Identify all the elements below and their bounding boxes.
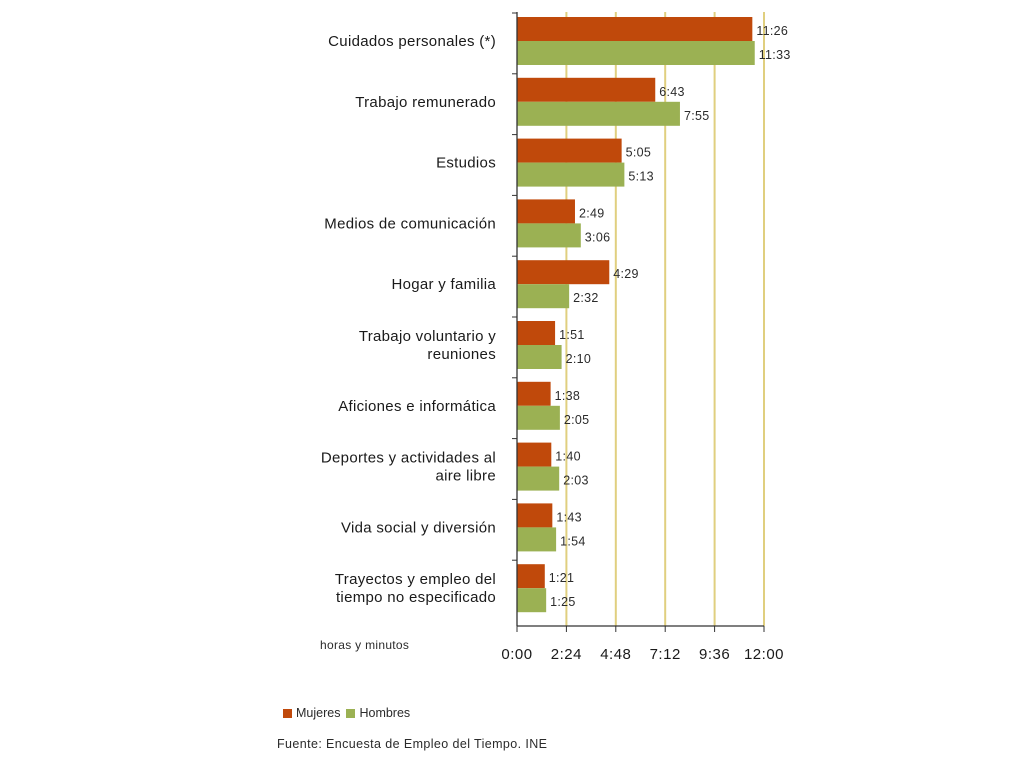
category-labels: Cuidados personales (*) Trabajo remunerad… — [321, 33, 496, 606]
legend-item-mujeres: Mujeres — [283, 706, 340, 720]
data-label-hombres: 2:10 — [566, 352, 592, 366]
legend-label-mujeres: Mujeres — [296, 706, 341, 720]
legend: Mujeres Hombres — [283, 706, 416, 720]
category-label: Hogar y familia — [391, 276, 496, 293]
data-label-mujeres: 1:43 — [556, 510, 582, 524]
bar-hombres — [517, 345, 562, 369]
legend-swatch-mujeres — [283, 708, 292, 718]
bar-hombres — [517, 527, 557, 552]
source-note: Fuente: Encuesta de Empleo del Tiempo. I… — [277, 737, 548, 751]
legend-label-hombres: Hombres — [359, 706, 411, 720]
data-label-mujeres: 5:05 — [626, 146, 652, 160]
bar-hombres — [517, 41, 755, 65]
category-label: Deportes y actividades al aire libre — [321, 450, 496, 485]
bar-hombres — [517, 405, 560, 430]
bar-hombres — [517, 466, 560, 491]
bar-mujeres — [517, 199, 575, 224]
data-label-hombres: 7:55 — [684, 109, 710, 123]
category-label: Trabajo remunerado — [355, 94, 496, 111]
category-label: Aficiones e informática — [338, 398, 496, 415]
bar-hombres — [517, 284, 570, 309]
tick-labels: 0:00 2:24 4:48 7:12 9:36 12:00 — [501, 646, 784, 663]
bar-hombres — [517, 588, 547, 613]
data-label-mujeres: 6:43 — [659, 85, 685, 99]
x-tick-label: 4:48 — [600, 646, 631, 663]
data-label-hombres: 3:06 — [585, 230, 611, 244]
legend-item-hombres: Hombres — [346, 706, 410, 720]
bar-hombres — [517, 162, 625, 187]
data-label-mujeres: 11:26 — [756, 24, 788, 38]
bar-mujeres — [517, 381, 551, 406]
data-label-mujeres: 4:29 — [613, 267, 639, 281]
data-label-mujeres: 2:49 — [579, 206, 605, 220]
data-label-mujeres: 1:38 — [555, 389, 581, 403]
bar-mujeres — [517, 77, 656, 102]
x-tick-label: 2:24 — [551, 646, 582, 663]
data-label-hombres: 1:54 — [560, 534, 586, 548]
category-label: Medios de comunicación — [324, 215, 496, 232]
data-label-mujeres: 1:21 — [549, 571, 575, 585]
bar-mujeres — [517, 564, 545, 589]
data-label-hombres: 5:13 — [628, 170, 654, 184]
data-label-hombres: 1:25 — [550, 595, 576, 609]
x-tick-label: 12:00 — [744, 646, 784, 663]
x-tick-label: 0:00 — [501, 646, 532, 663]
bar-mujeres — [517, 321, 556, 345]
data-label-mujeres: 1:40 — [555, 450, 581, 464]
x-tick-label: 9:36 — [699, 646, 730, 663]
bar-hombres — [517, 101, 680, 126]
bar-mujeres — [517, 260, 610, 285]
x-axis-unit-label: horas y minutos — [320, 638, 409, 652]
category-label: Trayectos y empleo del tiempo no especifi… — [335, 571, 496, 606]
axes — [512, 12, 765, 632]
data-label-hombres: 2:03 — [563, 474, 589, 488]
bar-mujeres — [517, 503, 553, 528]
category-label: Trabajo voluntario y reuniones — [359, 328, 496, 363]
legend-swatch-hombres — [346, 708, 356, 718]
bar-mujeres — [517, 442, 552, 467]
bar-mujeres — [517, 17, 753, 41]
bar-mujeres — [517, 138, 622, 163]
bar-hombres — [517, 223, 581, 248]
data-labels: 11:26 11:33 6:43 7:55 5:05 5:13 2:49 3:06 4:29 2:… — [549, 24, 791, 609]
x-tick-label: 7:12 — [650, 646, 681, 663]
data-label-hombres: 2:32 — [573, 291, 599, 305]
category-label: Estudios — [436, 155, 496, 172]
bars — [517, 17, 755, 613]
data-label-hombres: 11:33 — [759, 48, 791, 62]
data-label-hombres: 2:05 — [564, 413, 590, 427]
category-label: Cuidados personales (*) — [328, 33, 496, 50]
data-label-mujeres: 1:51 — [559, 328, 585, 342]
category-label: Vida social y diversión — [341, 519, 496, 536]
